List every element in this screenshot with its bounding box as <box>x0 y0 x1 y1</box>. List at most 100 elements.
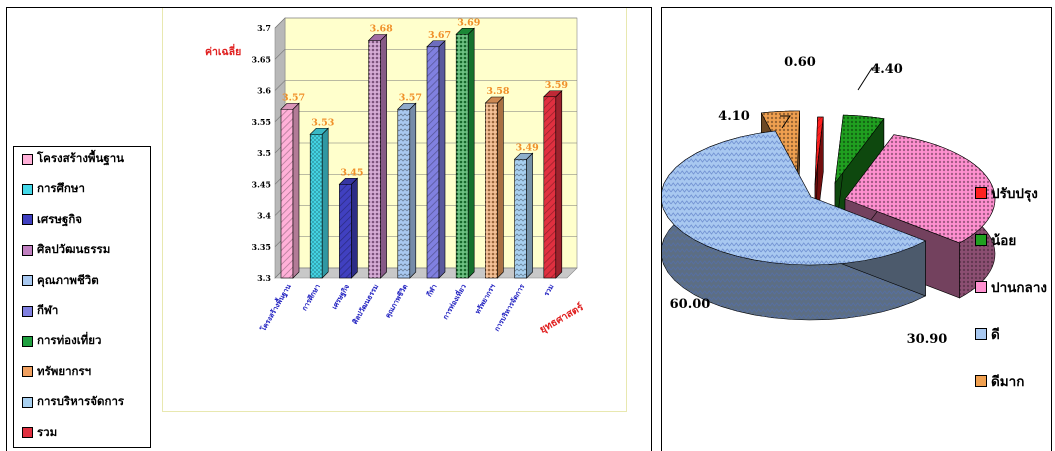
legend-label: รวม <box>37 424 58 439</box>
legend-swatch <box>22 305 33 317</box>
y-tick-label: 3.7 <box>257 23 271 33</box>
bar-value-label: 3.68 <box>370 24 394 35</box>
legend-label: ปานกลาง <box>991 280 1047 296</box>
bar-9 <box>513 152 534 279</box>
legend-swatch <box>22 335 33 347</box>
bar-chart-panel: 3.3 3.35 3.4 3.45 3.5 3.55 3.6 3.65 3.7 3.57 โครงส… <box>6 7 652 451</box>
pie-chart: 0.60 4.40 30.90 60.00 4.10 <box>662 55 996 347</box>
x-tick-label: โครงสร้างพื้นฐาน <box>256 281 293 334</box>
legend-swatch <box>975 187 987 199</box>
bar-5 <box>397 102 417 279</box>
pie-legend-item: ดี <box>975 324 1000 344</box>
bar-value-label: 3.49 <box>516 142 540 153</box>
bar-8 <box>484 96 505 279</box>
bar-value-label: 3.57 <box>282 92 305 103</box>
legend-swatch <box>22 214 33 226</box>
pie-chart-panel: 0.60 4.40 30.90 60.00 4.10 ปรับปรุงน้อยปานกล… <box>661 7 1052 451</box>
pie-legend-item: ปรับปรุง <box>975 183 1038 203</box>
bar-legend-item: การศึกษา <box>22 181 85 197</box>
bar-3 <box>338 177 359 279</box>
bar-7 <box>455 27 475 279</box>
pie-legend-item: ปานกลาง <box>975 277 1047 297</box>
y-tick-label: 3.45 <box>252 179 271 189</box>
pie-value-label: 30.90 <box>907 332 948 347</box>
y-gridline <box>274 80 577 91</box>
legend-swatch <box>975 281 987 293</box>
legend-swatch <box>22 366 33 378</box>
x-tick-label: การศึกษา <box>300 282 322 312</box>
bar-legend-item: กีฬา <box>22 303 58 319</box>
pie-value-label: 0.60 <box>784 55 816 70</box>
bar-chart: 3.3 3.35 3.4 3.45 3.5 3.55 3.6 3.65 3.7 3.57 โครงส… <box>205 17 586 336</box>
legend-swatch <box>975 375 987 387</box>
y-tick-label: 3.4 <box>257 211 271 221</box>
bar-value-label: 3.53 <box>311 117 334 128</box>
bar-value-label: 3.45 <box>340 167 363 178</box>
pie-value-label: 60.00 <box>670 297 711 312</box>
bar-plot-frame <box>162 8 627 412</box>
bar-value-label: 3.58 <box>486 86 510 97</box>
y-tick-label: 3.65 <box>252 54 271 64</box>
x-tick-label: ทรัพยากรฯ <box>473 282 497 315</box>
pie-slice-3 <box>844 133 996 299</box>
legend-swatch <box>22 427 33 439</box>
bar-value-label: 3.69 <box>457 17 481 28</box>
pie-value-label: 4.40 <box>871 62 903 77</box>
leader-line <box>780 115 791 129</box>
y-gridline <box>274 48 577 60</box>
y-tick-label: 3.35 <box>252 242 271 252</box>
legend-label: น้อย <box>991 233 1017 249</box>
legend-label: การบริหารจัดการ <box>37 394 125 409</box>
bar-legend-item: ทรัพยากรฯ <box>22 364 91 380</box>
y-gridline <box>274 17 577 29</box>
x-axis-title: ยุทธศาสตร์ <box>537 301 586 336</box>
pie-slice-4 <box>662 130 927 321</box>
legend-swatch <box>22 244 33 256</box>
bar-1 <box>280 102 300 279</box>
bar-legend-item: การท่องเที่ยว <box>22 333 101 349</box>
bar-4 <box>367 33 388 279</box>
leader-line <box>857 67 880 91</box>
bar-value-label: 3.59 <box>545 80 569 91</box>
legend-label: ทรัพยากรฯ <box>37 363 92 378</box>
legend-label: คุณภาพชีวิต <box>37 272 99 287</box>
bar-legend-item: โครงสร้างพื้นฐาน <box>22 151 124 167</box>
y-tick-label: 3.6 <box>257 86 271 96</box>
bar-legend-item: ศิลปวัฒนธรรม <box>22 242 110 258</box>
x-tick-label: กีฬา <box>424 282 439 298</box>
x-tick-label: คุณภาพชีวิต <box>383 282 410 319</box>
legend-label: การศึกษา <box>37 181 85 196</box>
x-tick-label: การท่องเที่ยว <box>440 282 468 321</box>
y-tick-label: 3.55 <box>252 117 271 127</box>
legend-swatch <box>22 153 33 165</box>
legend-label: โครงสร้างพื้นฐาน <box>37 151 125 165</box>
bar-legend: โครงสร้างพื้นฐานการศึกษาเศรษฐกิจศิลปวัฒน… <box>13 146 151 448</box>
legend-swatch <box>975 328 987 340</box>
legend-label: กีฬา <box>37 303 59 317</box>
bar-10 <box>543 90 563 279</box>
legend-label: การท่องเที่ยว <box>37 333 102 348</box>
legend-label: ดี <box>991 327 1000 343</box>
bar-legend-item: รวม <box>22 425 57 441</box>
legend-swatch <box>22 396 33 408</box>
bar-6 <box>426 40 446 279</box>
bar-legend-item: การบริหารจัดการ <box>22 394 124 410</box>
bar-legend-item: คุณภาพชีวิต <box>22 273 99 289</box>
legend-swatch <box>22 183 33 195</box>
y-tick-label: 3.3 <box>257 273 271 283</box>
bar-value-label: 3.57 <box>399 92 422 103</box>
bar-2 <box>309 127 329 279</box>
x-tick-label: เศรษฐกิจ <box>330 283 352 312</box>
bar-value-label: 3.67 <box>428 30 451 41</box>
x-tick-label: รวม <box>542 282 556 297</box>
pie-value-label: 4.10 <box>718 109 750 124</box>
y-tick-label: 3.5 <box>257 148 271 158</box>
y-axis-title: ค่าเฉลี่ย <box>205 43 241 58</box>
legend-label: ศิลปวัฒนธรรม <box>37 242 111 257</box>
bar-legend-item: เศรษฐกิจ <box>22 212 82 228</box>
pie-legend-item: ดีมาก <box>975 371 1024 391</box>
pie-legend-item: น้อย <box>975 230 1016 250</box>
legend-label: เศรษฐกิจ <box>37 211 83 226</box>
legend-label: ดีมาก <box>991 374 1025 390</box>
legend-swatch <box>22 275 33 287</box>
